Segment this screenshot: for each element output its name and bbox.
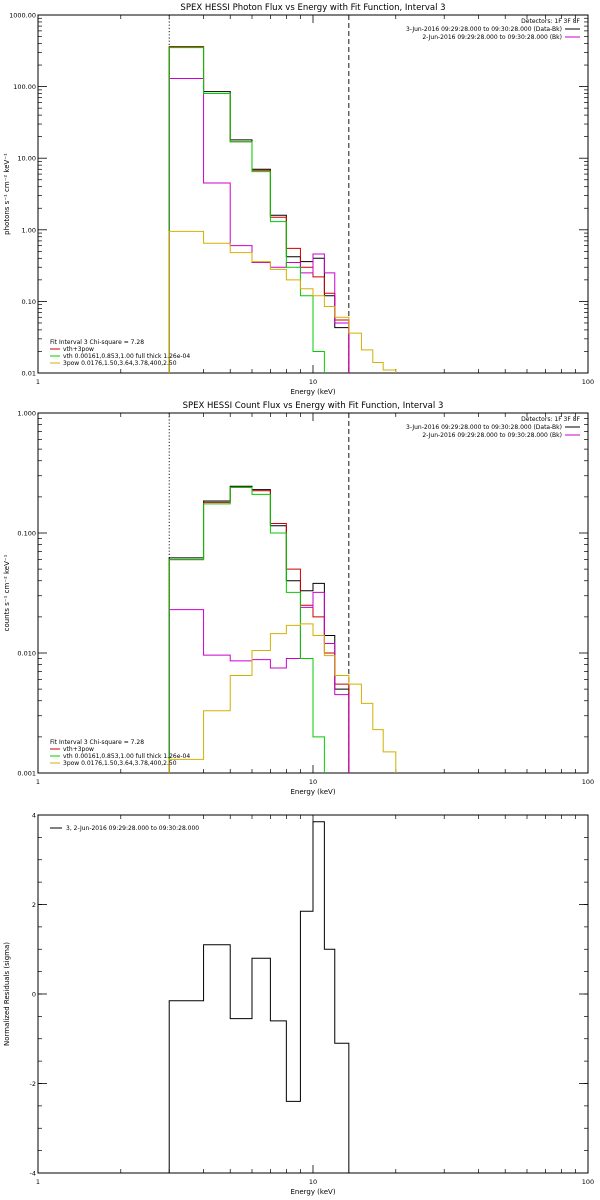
x-tick-label: 1 [36,778,40,786]
y-tick-label: 0.01 [22,370,36,378]
series-3-histogram [168,486,325,773]
legend-entry-label: vth 0.00161,0.853,1.00 full thick 1.26e-… [63,353,190,360]
legend-detectors: Detectors: 1F 3F 8F [521,18,580,25]
chart-title: SPEX HESSI Photon Flux vs Energy with Fi… [180,3,445,13]
series-0-histogram [168,821,350,1173]
legend-entry-label: 3, 2-Jun-2016 09:29:28.000 to 09:30:28.0… [66,825,199,832]
y-tick-label: 2 [32,901,36,909]
y-tick-label: 0.001 [17,770,36,778]
x-tick-label: 10 [309,1178,317,1186]
y-tick-label: -4 [30,1170,36,1178]
series-4-histogram [168,623,397,773]
x-tick-label: 10 [309,778,317,786]
legend-entry-label: vth+3pow [63,346,94,353]
y-tick-label: 100.00 [13,83,36,91]
y-tick-label: 4 [32,812,36,820]
x-tick-label: 1 [36,378,40,386]
x-axis-label: Energy (keV) [290,1188,335,1196]
legend-detectors: Detectors: 1F 3F 8F [521,416,580,423]
x-tick-label: 100 [582,1178,594,1186]
series-0-histogram [168,485,350,773]
series-4-histogram [168,230,397,373]
x-axis-label: Energy (keV) [290,788,335,796]
x-axis-label: Energy (keV) [290,388,335,396]
legend-entry-label: 3-Jun-2016 09:29:28.000 to 09:30:28.000 … [406,26,562,33]
legend-entry-label: 3-Jun-2016 09:29:28.000 to 09:30:28.000 … [406,424,562,431]
legend-entry-label: 3pow 0.0176,1.50,3.64,3.78,400,2.50 [63,360,177,367]
series-1-histogram [168,486,350,773]
series-3-histogram [168,47,325,373]
series-1-histogram [168,46,350,373]
y-axis-label: counts s⁻¹ cm⁻² keV⁻¹ [3,554,11,631]
residuals-panel: 1 10 100 Energy (keV) -4 -2 0 2 4 Normalized Resi… [3,812,594,1197]
legend-entry-label: vth+3pow [63,746,94,753]
y-tick-label: 1.00 [22,226,36,234]
legend-fit-header: Fit Interval 3 Chi-square = 7.28 [50,739,144,746]
y-tick-label: 10.00 [17,155,36,163]
legend-entry-label: 2-Jun-2016 09:29:28.000 to 09:30:28.000 … [422,34,562,41]
legend-entry-label: vth 0.00161,0.853,1.00 full thick 1.26e-… [63,753,190,760]
series-2-histogram [168,77,350,373]
x-tick-label: 10 [309,378,317,386]
legend-fit-header: Fit Interval 3 Chi-square = 7.28 [50,339,144,346]
count-flux-panel: SPEX HESSI Count Flux vs Energy with Fit… [3,401,594,796]
y-tick-label: 0 [32,991,36,999]
chart-title: SPEX HESSI Count Flux vs Energy with Fit… [183,401,444,411]
y-tick-label: 0.010 [17,650,36,658]
series-2-histogram [168,591,350,773]
legend-entry-label: 3pow 0.0176,1.50,3.64,3.78,400,2.50 [63,760,177,767]
x-tick-label: 1 [36,1178,40,1186]
y-tick-label: 0.10 [22,298,36,306]
y-tick-label: 1000.00 [9,12,36,20]
x-tick-label: 100 [582,378,594,386]
y-tick-label: -2 [30,1080,36,1088]
x-tick-label: 100 [582,778,594,786]
y-tick-label: 1.000 [17,410,36,418]
legend-entry-label: 2-Jun-2016 09:29:28.000 to 09:30:28.000 … [422,432,562,439]
y-axis-label: photons s⁻¹ cm⁻² keV⁻¹ [3,153,11,235]
series-0-histogram [168,46,350,373]
y-tick-label: 0.100 [17,530,36,538]
y-axis-label: Normalized Residuals (sigma) [3,942,11,1046]
photon-flux-panel: SPEX HESSI Photon Flux vs Energy with Fi… [3,3,594,396]
